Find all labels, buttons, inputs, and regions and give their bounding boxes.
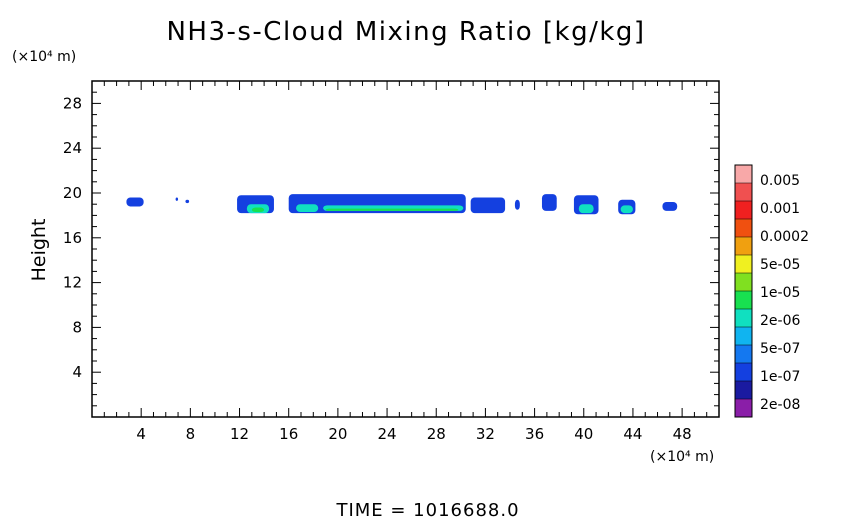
y-tick-label: 20 — [63, 184, 82, 202]
y-tick-label: 8 — [72, 318, 82, 336]
colorbar-swatch — [735, 309, 752, 327]
colorbar-label: 2e-08 — [760, 397, 800, 413]
y-tick-label: 12 — [63, 274, 82, 292]
x-tick-label: 40 — [574, 425, 593, 443]
x-tick-label: 24 — [378, 425, 397, 443]
cloud-region — [620, 205, 633, 214]
y-axis-unit: (×10⁴ m) — [12, 49, 76, 65]
cloud-region — [175, 197, 179, 201]
chart-title: NH3-s-Cloud Mixing Ratio [kg/kg] — [166, 17, 645, 47]
y-tick-label: 28 — [63, 94, 82, 112]
colorbar-swatch — [735, 183, 752, 201]
cloud-region — [251, 207, 265, 213]
time-label: TIME = 1016688.0 — [335, 500, 519, 519]
colorbar-swatch — [735, 291, 752, 309]
colorbar-swatch — [735, 255, 752, 273]
colorbar-swatch — [735, 273, 752, 291]
colorbar-label: 0.001 — [760, 201, 800, 217]
y-tick-label: 4 — [72, 363, 82, 381]
x-tick-label: 44 — [623, 425, 642, 443]
cloud-region — [662, 201, 678, 211]
colorbar-label: 5e-07 — [760, 341, 800, 357]
colorbar-label: 1e-05 — [760, 285, 800, 301]
x-tick-label: 8 — [186, 425, 196, 443]
colorbar-swatch — [735, 381, 752, 399]
colorbar-label: 5e-05 — [760, 257, 800, 273]
cloud-region — [470, 197, 506, 214]
cloud-region — [514, 199, 520, 210]
cloud-region — [185, 199, 190, 204]
colorbar-swatch — [735, 201, 752, 219]
y-axis-label: Height — [28, 219, 50, 282]
x-tick-label: 48 — [673, 425, 692, 443]
colorbar-swatch — [735, 345, 752, 363]
colorbar-swatch — [735, 219, 752, 237]
colorbar-swatch — [735, 363, 752, 381]
colorbar-label: 1e-07 — [760, 369, 800, 385]
x-axis-unit: (×10⁴ m) — [650, 449, 714, 465]
x-tick-label: 16 — [279, 425, 298, 443]
cloud-region — [325, 208, 459, 211]
cloud-region — [126, 197, 144, 207]
cloud-region — [578, 204, 594, 214]
colorbar-label: 2e-06 — [760, 313, 800, 329]
x-tick-label: 36 — [525, 425, 544, 443]
colorbar-swatch — [735, 399, 752, 417]
x-tick-label: 20 — [328, 425, 347, 443]
cloud-region — [541, 194, 557, 211]
colorbar-swatch — [735, 165, 752, 183]
cloud-region — [296, 204, 319, 213]
y-tick-label: 24 — [63, 139, 82, 157]
x-tick-label: 28 — [427, 425, 446, 443]
colorbar: 0.005 0.001 0.0002 5e-05 1e-05 2e-06 5e-07 1e-0… — [734, 164, 809, 418]
x-tick-label: 32 — [476, 425, 495, 443]
y-tick-label: 16 — [63, 229, 82, 247]
plot-frame — [91, 80, 720, 418]
colorbar-swatch — [735, 237, 752, 255]
colorbar-swatch — [735, 327, 752, 345]
colorbar-label: 0.005 — [760, 173, 800, 189]
colorbar-label: 0.0002 — [760, 229, 809, 245]
x-tick-label: 12 — [230, 425, 249, 443]
x-tick-label: 4 — [136, 425, 146, 443]
cloud-regions — [126, 194, 678, 215]
